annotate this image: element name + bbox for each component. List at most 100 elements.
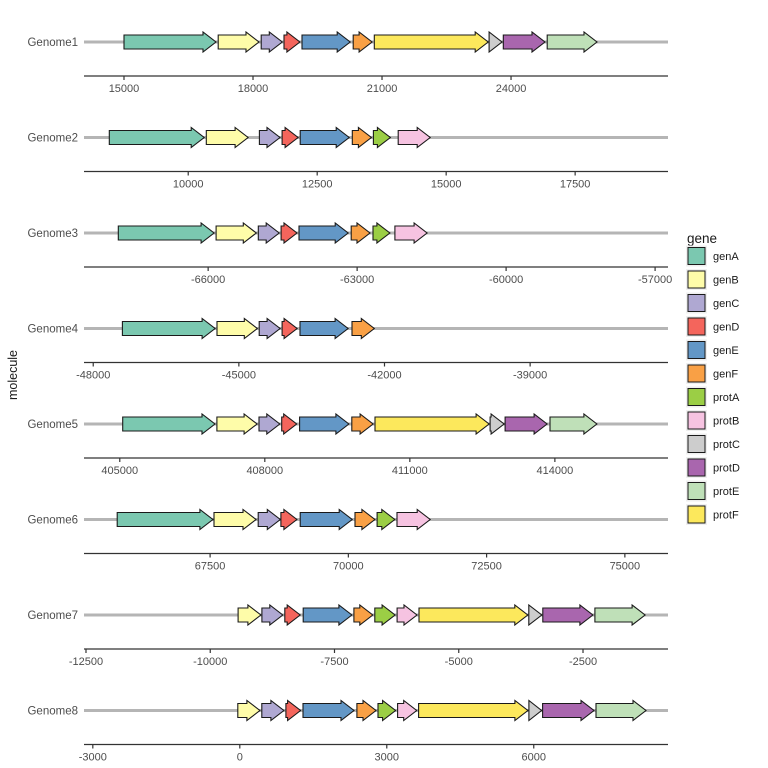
legend-item-label: genC xyxy=(713,298,739,310)
gene-arrow-genC xyxy=(261,603,284,627)
legend-item-protA: protA xyxy=(686,386,740,408)
x-axis-tick-label: -39000 xyxy=(513,370,547,382)
legend-item-label: protD xyxy=(713,463,740,475)
x-axis-tick-label: 72500 xyxy=(471,561,502,573)
gene-arrow-genF xyxy=(351,317,376,340)
legend-title: gene xyxy=(687,231,717,246)
gene-arrow-genE xyxy=(299,126,351,149)
gene-arrow-genD xyxy=(285,699,302,722)
gene-arrow-genB xyxy=(205,126,250,149)
gene-arrow-genC xyxy=(261,699,285,722)
legend-item-protE: protE xyxy=(686,480,739,502)
gene-arrow-genC xyxy=(258,412,281,436)
gene-arrow-genB xyxy=(216,412,259,436)
legend-key-swatch xyxy=(687,388,706,406)
x-axis-tick-label: -2500 xyxy=(569,656,597,668)
gene-arrow-protA xyxy=(376,508,396,531)
x-axis-tick-label: 67500 xyxy=(195,561,226,573)
gene-arrow-genD xyxy=(284,603,302,627)
legend-key-swatch xyxy=(687,505,706,524)
gene-arrow-genF xyxy=(351,412,375,436)
x-axis-tick-label: 405000 xyxy=(101,465,138,477)
x-axis-tick-label: 414000 xyxy=(537,465,574,477)
legend-item-protD: protD xyxy=(686,457,740,478)
legend-item-label: protC xyxy=(713,439,740,451)
x-axis-tick-label: 411000 xyxy=(392,465,428,477)
gene-arrow-genE xyxy=(299,508,354,531)
genome-label: Genome2 xyxy=(27,133,78,145)
legend-item-label: genF xyxy=(713,369,738,381)
gene-arrow-genF xyxy=(352,30,374,54)
legend-key-swatch xyxy=(687,458,706,477)
x-axis-tick-label: -5000 xyxy=(445,656,473,668)
gene-arrow-protD xyxy=(542,699,595,722)
x-axis-tick-label: 3000 xyxy=(375,752,399,764)
x-axis-tick-label: 6000 xyxy=(522,752,546,764)
legend-key-swatch xyxy=(687,482,706,500)
gene-arrow-protA xyxy=(374,603,397,627)
gene-arrow-genE xyxy=(302,603,353,627)
facet-genome5: Genome5 405000 408000 411000 414000 xyxy=(27,412,668,477)
gene-arrow-genA xyxy=(121,317,217,340)
gene-arrow-protF xyxy=(373,30,490,54)
facet-genome2: Genome2 10000 12500 15000 17500 xyxy=(27,126,668,191)
gene-arrow-genC xyxy=(258,317,282,340)
gene-arrow-genB xyxy=(215,221,258,245)
gene-arrow-protE xyxy=(549,412,598,436)
genome-label: Genome8 xyxy=(27,706,78,718)
gene-arrow-protC xyxy=(528,603,543,627)
gene-arrow-genC xyxy=(257,221,281,245)
x-axis-tick-label: 408000 xyxy=(246,465,283,477)
facet-genome7: Genome7 -12500 -10000 -7500 -5000 -2500 xyxy=(27,603,668,668)
gene-arrow-genA xyxy=(117,221,216,245)
legend-item-label: genD xyxy=(713,322,739,334)
gene-arrow-genE xyxy=(299,317,350,340)
x-axis-tick-label: -12500 xyxy=(69,656,103,668)
x-axis-tick-label: 75000 xyxy=(610,561,641,573)
gene-arrow-genE xyxy=(301,30,352,54)
legend-item-genF: genF xyxy=(686,363,738,384)
legend-item-label: genB xyxy=(713,275,739,287)
gene-arrow-genF xyxy=(353,603,374,627)
legend-item-protF: protF xyxy=(686,504,739,525)
facet-genome4: Genome4 -48000 -45000 -42000 -39000 xyxy=(27,317,668,382)
legend-item-label: genA xyxy=(713,251,739,263)
x-axis-tick-label: 21000 xyxy=(367,83,398,95)
legend-item-genB: genB xyxy=(686,269,739,290)
gene-arrow-protF xyxy=(418,603,529,627)
gene-arrow-protC xyxy=(488,30,503,54)
x-axis-tick-label: 24000 xyxy=(496,83,527,95)
gene-arrow-protD xyxy=(504,412,549,436)
genome-label: Genome1 xyxy=(27,37,78,49)
legend-key-swatch xyxy=(687,341,706,359)
gene-arrow-genB xyxy=(213,508,257,531)
gene-arrow-genA xyxy=(116,508,214,531)
x-axis-tick-label: -66000 xyxy=(191,274,225,286)
legend-item-label: protF xyxy=(713,510,739,522)
gene-arrow-protA xyxy=(372,221,391,245)
gene-arrow-genF xyxy=(354,508,376,531)
gene-arrow-genE xyxy=(298,221,350,245)
x-axis-tick-label: -57000 xyxy=(638,274,672,286)
gene-arrow-protE xyxy=(594,603,647,627)
gene-arrow-genB xyxy=(216,317,259,340)
gene-arrow-genA xyxy=(122,412,216,436)
legend-item-genA: genA xyxy=(686,245,739,267)
gene-arrow-genD xyxy=(280,508,298,531)
gene-arrow-genA xyxy=(123,30,217,54)
x-axis-tick-label: 10000 xyxy=(173,179,204,191)
gene-arrow-genE xyxy=(299,412,350,436)
legend-item-label: protA xyxy=(713,392,740,404)
genome-label: Genome3 xyxy=(27,228,78,240)
x-axis-tick-label: -63000 xyxy=(340,274,374,286)
genome-label: Genome4 xyxy=(27,324,78,336)
gene-arrow-protB xyxy=(397,126,432,149)
gene-arrow-protE xyxy=(546,30,598,54)
legend-item-protB: protB xyxy=(686,410,739,431)
x-axis-tick-label: -60000 xyxy=(489,274,523,286)
legend-key-swatch xyxy=(687,270,706,289)
x-axis-tick-label: 0 xyxy=(237,752,243,764)
legend-item-label: protB xyxy=(713,416,739,428)
gene-arrow-genD xyxy=(283,30,301,54)
